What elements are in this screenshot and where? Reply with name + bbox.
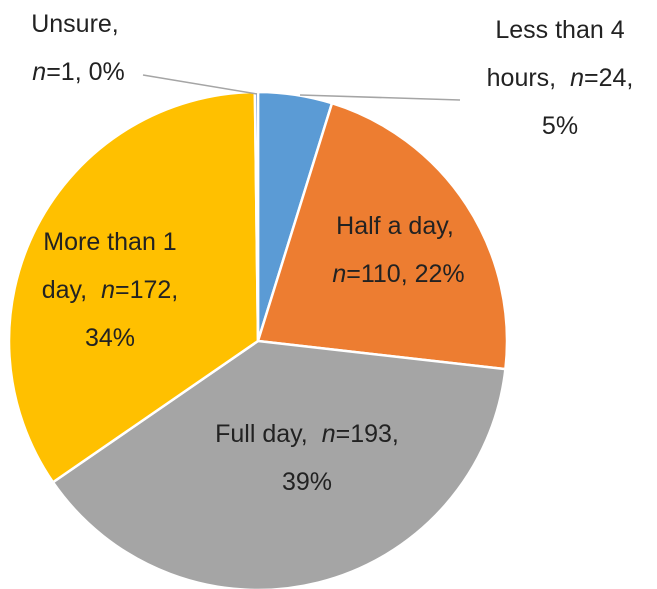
pie-slice xyxy=(253,90,260,342)
category-label: Unsure, xyxy=(31,10,119,38)
category-label: Half a day, xyxy=(336,212,454,240)
pie-slice xyxy=(51,339,507,589)
slice-label: Full day, n=193, 39% xyxy=(215,410,400,506)
slice-label: Half a day, n=110, 22% xyxy=(315,202,475,298)
leader-line xyxy=(299,94,461,101)
slice-label: More than 1 day, n=172, 34% xyxy=(28,218,193,362)
slice-label: Less than 4 hours, n=24, 5% xyxy=(471,6,649,150)
value-label: n=110, 22% xyxy=(332,260,465,288)
leader-line xyxy=(142,74,258,95)
value-label: n=1, 0% xyxy=(32,58,125,86)
category-label: More than 1 day, xyxy=(41,228,177,304)
pie-slice xyxy=(7,90,260,484)
slice-label: Unsure, n=1, 0% xyxy=(9,0,141,96)
pie-slice xyxy=(256,101,509,371)
value-label: n=24, 5% xyxy=(541,64,634,140)
value-label: n=193, 39% xyxy=(281,420,399,496)
category-label: Less than 4 hours, xyxy=(486,16,625,92)
category-label: Full day, xyxy=(215,420,308,448)
value-label: n=172, 34% xyxy=(84,276,179,352)
